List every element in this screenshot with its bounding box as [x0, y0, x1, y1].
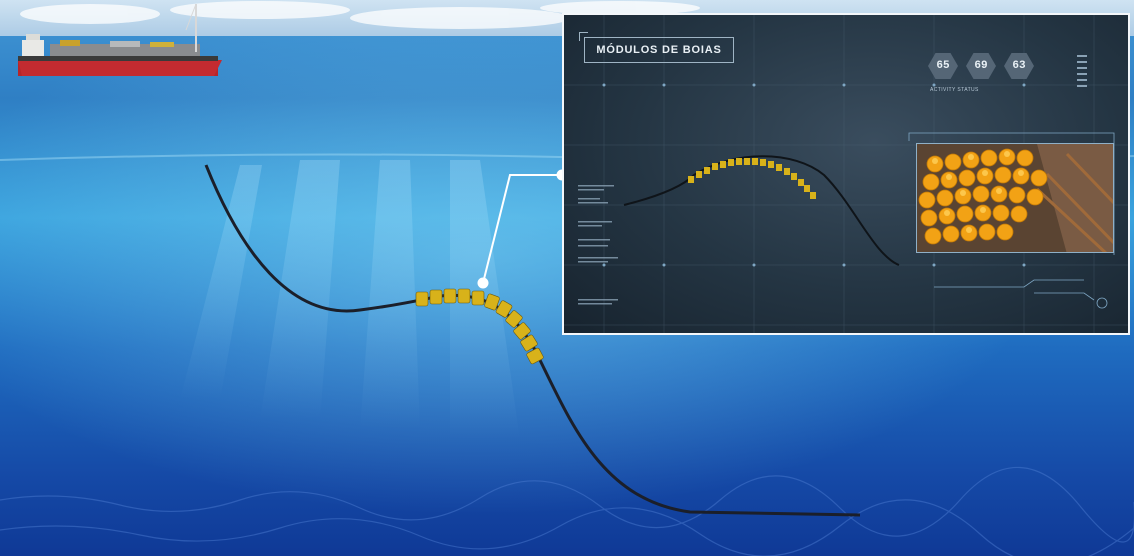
readout-2: 69: [966, 53, 996, 79]
panel-side-text: [578, 185, 618, 305]
clouds: [20, 1, 700, 29]
panel-gauge: [1077, 55, 1087, 87]
panel-buoy-modules: [688, 158, 816, 199]
light-rays: [180, 160, 520, 440]
panel-circuit-lines: [908, 132, 1115, 309]
readout-3: 63: [1004, 53, 1034, 79]
seafloor-ripples: [0, 466, 1134, 556]
activity-status-label: ACTIVITY STATUS: [930, 87, 979, 93]
buoy-modules-photo: [916, 143, 1114, 253]
panel-title-box: MÓDULOS DE BOIAS: [579, 32, 734, 63]
buoy-modules: [415, 288, 544, 365]
panel-title: MÓDULOS DE BOIAS: [596, 44, 722, 56]
buoy-modules-panel: MÓDULOS DE BOIAS 65 69 63 ACTIVITY STATU…: [562, 13, 1130, 335]
fpso-ship: [18, 3, 222, 76]
readout-1: 65: [928, 53, 958, 79]
readout-row: 65 69 63: [928, 53, 1034, 79]
